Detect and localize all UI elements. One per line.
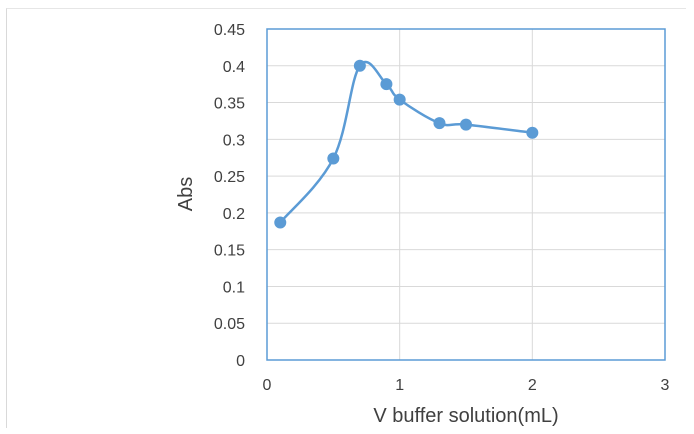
- data-point-7: [526, 126, 539, 139]
- data-point-4: [393, 93, 406, 106]
- y-axis-label: Abs: [175, 177, 197, 211]
- data-point-1: [327, 152, 340, 165]
- x-axis-label: V buffer solution(mL): [373, 405, 558, 427]
- y-tick-label: 0.35: [214, 96, 245, 113]
- data-points: [274, 59, 539, 229]
- x-tick-label: 1: [395, 377, 404, 394]
- y-tick-label: 0.05: [214, 316, 245, 333]
- y-tick-label: 0: [236, 353, 245, 370]
- y-tick-label: 0.2: [223, 206, 245, 223]
- plot-area-border: [266, 28, 666, 361]
- data-point-6: [460, 118, 472, 131]
- data-point-0: [274, 216, 287, 229]
- series-line: [279, 60, 533, 224]
- tick-labels: 0 0.05 0.1 0.15 0.2 0.25 0.3 0.35 0.4 0.45 0 1 2 3: [214, 22, 670, 394]
- data-point-2: [353, 59, 366, 72]
- grid-layer: [266, 28, 666, 361]
- data-point-3: [380, 78, 393, 91]
- x-tick-label: 3: [661, 377, 670, 394]
- y-tick-label: 0.45: [214, 22, 245, 39]
- y-tick-label: 0.4: [223, 59, 245, 76]
- y-tick-label: 0.15: [214, 243, 245, 260]
- x-tick-label: 2: [528, 377, 537, 394]
- y-tick-label: 0.1: [223, 279, 245, 296]
- x-tick-label: 0: [263, 377, 272, 394]
- chart-frame: [6, 8, 686, 428]
- y-tick-label: 0.3: [223, 132, 245, 149]
- y-tick-label: 0.25: [214, 169, 245, 186]
- data-point-5: [433, 117, 446, 130]
